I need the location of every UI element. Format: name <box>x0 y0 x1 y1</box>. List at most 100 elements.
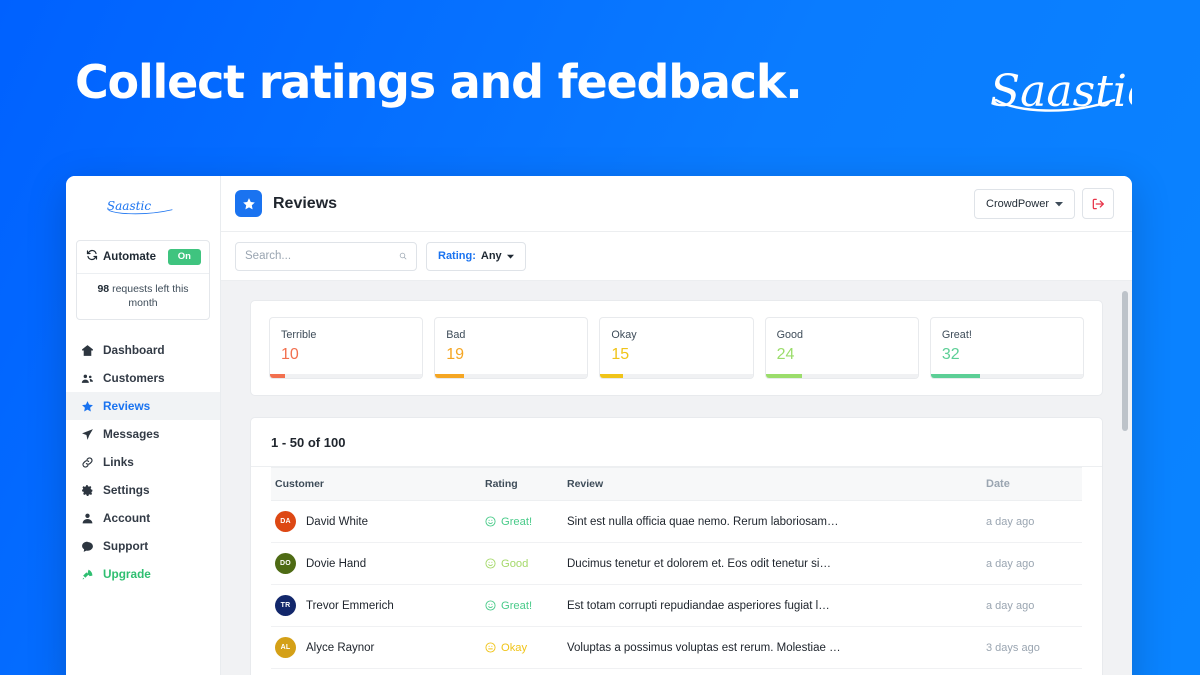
cell-rating: Good <box>481 542 563 585</box>
sidebar-item-customers[interactable]: Customers <box>66 364 220 392</box>
scrollbar-thumb[interactable] <box>1121 291 1128 431</box>
rating-filter-label: Rating: <box>438 250 476 262</box>
automate-toggle[interactable]: On <box>167 249 201 265</box>
table-row[interactable]: DA David White Great! <box>271 500 1082 543</box>
stat-value: 24 <box>776 346 795 363</box>
avatar: DO <box>275 553 296 574</box>
column-header-date: Date <box>982 467 1082 501</box>
sidebar-item-label: Account <box>103 511 151 526</box>
logout-button[interactable] <box>1082 188 1114 219</box>
svg-text:Saastic: Saastic <box>107 199 151 213</box>
reviews-table: Customer Rating Review Date <box>271 467 1082 675</box>
customer-name: Alyce Raynor <box>306 641 375 654</box>
smiley-great-icon <box>485 600 496 611</box>
table-row[interactable]: TR Trevor Emmerich Great! <box>271 584 1082 627</box>
automate-row: Automate On <box>77 241 209 274</box>
search-input[interactable] <box>245 250 399 262</box>
sidebar-item-label: Dashboard <box>103 343 165 358</box>
users-icon <box>81 374 93 383</box>
cell-customer: DA David White <box>271 500 481 543</box>
chevron-down-icon <box>1055 201 1063 206</box>
stat-bar-fill <box>765 374 803 378</box>
stat-okay: Okay 15 <box>599 317 754 379</box>
sidebar-item-label: Customers <box>103 371 165 386</box>
smiley-great-icon <box>485 516 496 527</box>
customer-name: Trevor Emmerich <box>306 599 394 612</box>
paper-plane-icon <box>82 428 93 440</box>
sidebar-logo[interactable]: Saastic <box>66 190 220 228</box>
sidebar-item-support[interactable]: Support <box>66 532 220 560</box>
stat-value: 15 <box>611 346 630 363</box>
sidebar-item-account[interactable]: Account <box>66 504 220 532</box>
topbar: Reviews CrowdPower <box>221 176 1132 232</box>
cell-date: 3 days ago <box>982 626 1082 669</box>
stat-bar-fill <box>270 374 286 378</box>
cell-date: 3 days ago <box>982 668 1082 675</box>
stat-label: Okay <box>611 329 637 341</box>
table-row[interactable]: CA Cassie Schuppe Good <box>271 668 1082 675</box>
rating-label: Good <box>501 557 529 570</box>
sidebar-item-reviews[interactable]: Reviews <box>66 392 220 421</box>
sidebar-item-label: Links <box>103 455 134 470</box>
review-text: Est totam corrupti repudiandae asperiore… <box>567 599 830 612</box>
rating-filter-value: Any <box>480 250 502 262</box>
link-icon <box>82 457 93 468</box>
stat-label: Great! <box>941 329 972 341</box>
stat-bar-fill <box>930 374 980 378</box>
sidebar-item-settings[interactable]: Settings <box>66 476 220 504</box>
table-row[interactable]: DO Dovie Hand Good <box>271 542 1082 585</box>
cell-date: a day ago <box>982 542 1082 585</box>
logout-icon <box>1092 198 1104 209</box>
pagination-label: 1 - 50 of 100 <box>251 418 1102 467</box>
reviews-table-card: 1 - 50 of 100 Customer Rating Review Dat… <box>250 417 1103 675</box>
sidebar-item-links[interactable]: Links <box>66 448 220 476</box>
column-header-review: Review <box>563 467 982 501</box>
stat-bad: Bad 19 <box>434 317 589 379</box>
sidebar-item-label: Reviews <box>103 399 151 414</box>
cell-date: a day ago <box>982 584 1082 627</box>
sidebar-item-upgrade[interactable]: Upgrade <box>66 560 220 588</box>
stat-label: Terrible <box>281 329 317 341</box>
sidebar-nav: Dashboard Customers Reviews Messages Lin… <box>66 336 220 588</box>
sidebar-item-dashboard[interactable]: Dashboard <box>66 336 220 364</box>
saastic-logo: Saastic <box>982 50 1152 130</box>
cell-review: Voluptas a possimus voluptas est rerum. … <box>563 626 982 669</box>
ratings-summary-card: Terrible 10 Bad 19 Okay 15 <box>250 300 1103 396</box>
avatar: TR <box>275 595 296 616</box>
quota-count: 98 <box>97 283 110 295</box>
cell-rating: Great! <box>481 500 563 543</box>
review-text: Ducimus tenetur et dolorem et. Eos odit … <box>567 557 831 570</box>
search-icon <box>399 252 407 260</box>
sidebar-item-label: Messages <box>103 427 160 442</box>
review-text: Voluptas a possimus voluptas est rerum. … <box>567 641 841 654</box>
cell-customer: TR Trevor Emmerich <box>271 584 481 627</box>
stat-label: Bad <box>446 329 466 341</box>
reviews-badge-icon <box>235 190 262 217</box>
filter-bar: Rating: Any <box>221 232 1132 281</box>
stat-bar-track <box>435 374 588 378</box>
avatar: DA <box>275 511 296 532</box>
automate-quota: 98 requests left this month <box>77 274 209 319</box>
search-box[interactable] <box>235 241 417 271</box>
stat-good: Good 24 <box>764 317 919 379</box>
review-text: Sint est nulla officia quae nemo. Rerum … <box>567 515 839 528</box>
cell-review: Sint est nulla officia quae nemo. Rerum … <box>563 500 982 543</box>
table-row[interactable]: AL Alyce Raynor Okay <box>271 626 1082 669</box>
gear-icon <box>82 484 93 496</box>
rating-filter-dropdown[interactable]: Rating: Any <box>426 241 526 271</box>
cell-date: a day ago <box>982 500 1082 543</box>
rating-label: Great! <box>501 515 533 528</box>
sidebar-item-messages[interactable]: Messages <box>66 420 220 448</box>
stat-value: 19 <box>446 346 464 363</box>
column-header-customer: Customer <box>271 467 481 501</box>
sidebar: Saastic Automate On <box>66 176 221 675</box>
stat-terrible: Terrible 10 <box>269 317 424 379</box>
star-icon <box>82 400 93 412</box>
app-window: Saastic Automate On <box>66 176 1132 675</box>
scrollbar-track[interactable] <box>1120 281 1129 675</box>
cell-review: Ducimus tenetur et dolorem et. Eos odit … <box>563 542 982 585</box>
cell-review: Est totam corrupti repudiandae asperiore… <box>563 584 982 627</box>
stat-value: 32 <box>941 346 960 363</box>
cell-review: Cupiditate voluptatem quasi odio nobis s… <box>563 668 982 675</box>
organization-selector[interactable]: CrowdPower <box>974 188 1075 219</box>
